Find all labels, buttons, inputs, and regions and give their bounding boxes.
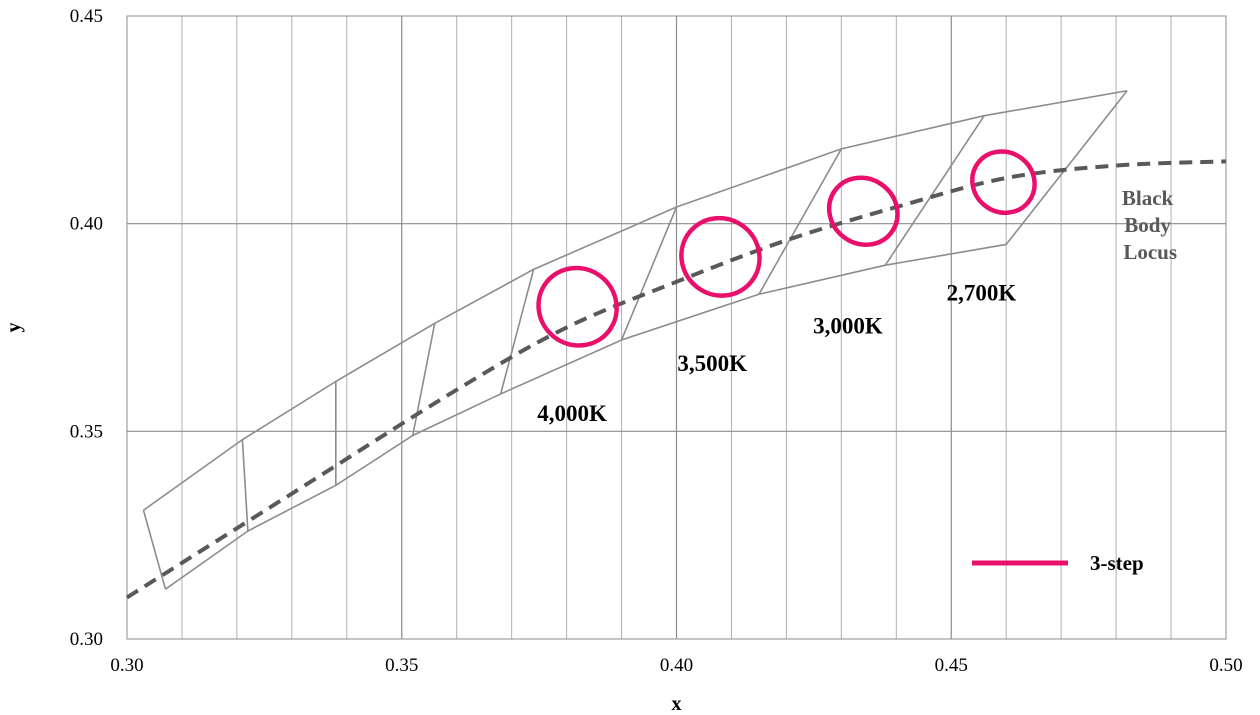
x-tick-label: 0.50 <box>1209 655 1242 676</box>
quadrangle-divider <box>758 148 843 295</box>
quadrangle-divider <box>1005 90 1128 245</box>
x-tick-label: 0.40 <box>660 655 693 676</box>
quadrangle-divider <box>241 439 249 532</box>
macadam-quadrangles <box>142 89 1128 590</box>
ellipse-3500k <box>679 215 762 298</box>
three-step-ellipses <box>536 149 1037 348</box>
cct-label: 3,000K <box>813 314 883 339</box>
black-body-locus-curve <box>125 159 1227 600</box>
x-tick-labels: 0.30 0.35 0.40 0.45 0.50 <box>110 655 1242 676</box>
x-tick-label: 0.30 <box>110 655 143 676</box>
legend: 3-step <box>972 551 1144 575</box>
legend-label-3-step: 3-step <box>1090 551 1144 575</box>
y-tick-label: 0.40 <box>70 214 103 235</box>
y-axis-title: y <box>3 323 25 333</box>
y-tick-labels: 0.30 0.35 0.40 0.45 <box>70 6 103 650</box>
quadrangle-divider <box>411 323 436 436</box>
x-tick-label: 0.45 <box>935 655 968 676</box>
locus-label-line-3: Locus <box>1123 240 1177 264</box>
locus-label-line-1: Black <box>1122 186 1174 210</box>
y-tick-label: 0.35 <box>70 421 103 442</box>
cct-label: 3,500K <box>677 351 747 376</box>
y-tick-label: 0.45 <box>70 6 103 27</box>
ellipse-4000k <box>536 265 619 348</box>
x-axis-title: x <box>672 693 682 715</box>
quadrangle-divider <box>142 510 167 590</box>
quadrangle-divider <box>499 269 535 395</box>
quadrangle-divider <box>884 115 985 266</box>
plot-frame <box>126 15 1227 640</box>
plot-grid <box>127 16 1226 639</box>
cct-labels: 4,000K 3,500K 3,000K 2,700K <box>537 281 1016 426</box>
ellipse-2700k <box>970 149 1037 216</box>
cct-label: 4,000K <box>537 401 607 426</box>
y-tick-label: 0.30 <box>70 629 103 650</box>
quadrangle-divider <box>620 206 678 341</box>
x-tick-label: 0.35 <box>385 655 418 676</box>
cct-label: 2,700K <box>947 281 1017 306</box>
ellipse-3000k <box>826 175 900 247</box>
locus-label-line-2: Body <box>1124 213 1171 237</box>
black-body-locus-label: Black Body Locus <box>1122 186 1179 264</box>
